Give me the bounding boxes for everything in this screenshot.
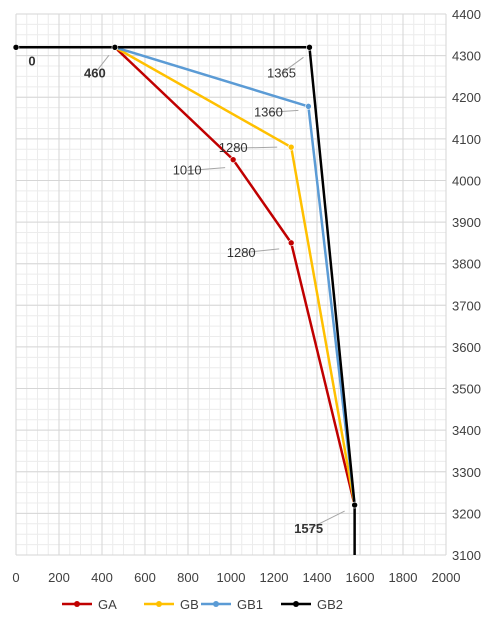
series-line-ga [114, 46, 356, 506]
series-point-ga [287, 239, 295, 247]
y-tick-label: 3300 [452, 465, 481, 480]
data-labels: 0 460 1365 1360 1280 1010 1280 1575 [28, 53, 345, 536]
series-point-gb1 [305, 103, 312, 110]
legend: GA GB GB1 GB2 [62, 597, 343, 612]
series-point-gb [287, 143, 295, 151]
y-tick-label: 4400 [452, 7, 481, 22]
x-tick-label: 0 [12, 570, 19, 585]
label-leader-line [241, 248, 280, 254]
series-point-gb2 [12, 43, 20, 51]
y-tick-label: 4200 [452, 90, 481, 105]
data-label: 0 [28, 53, 35, 68]
y-tick-label: 3500 [452, 382, 481, 397]
x-tick-labels: 0 200 400 600 800 1000 1200 1400 1600 1800 2000 [12, 570, 460, 585]
y-tick-label: 4000 [452, 173, 481, 188]
series-point-gb2 [111, 43, 119, 51]
series-gb [111, 43, 358, 509]
x-tick-label: 600 [134, 570, 156, 585]
legend-swatch-marker [213, 601, 219, 607]
label-leader-line [187, 167, 226, 172]
x-tick-label: 2000 [432, 570, 461, 585]
legend-label: GA [98, 597, 117, 612]
y-tick-label: 3600 [452, 340, 481, 355]
label-leader-line [281, 56, 304, 74]
data-label: 1575 [294, 521, 323, 536]
x-tick-label: 200 [48, 570, 70, 585]
y-tick-label: 3400 [452, 423, 481, 438]
legend-swatch-marker [293, 601, 299, 607]
y-tick-label: 3900 [452, 215, 481, 230]
y-tick-label: 3700 [452, 298, 481, 313]
legend-label: GB1 [237, 597, 263, 612]
major-grid [15, 13, 447, 556]
data-label: 1280 [227, 245, 256, 260]
series-line-gb [114, 46, 356, 506]
y-tick-label: 4300 [452, 49, 481, 64]
y-tick-label: 3800 [452, 257, 481, 272]
label-leader-line [233, 146, 278, 149]
label-leader-line [94, 54, 110, 74]
x-tick-label: 1000 [217, 570, 246, 585]
label-leader-line [268, 109, 299, 113]
legend-swatch-marker [74, 601, 80, 607]
y-tick-labels: 3100 3200 3300 3400 3500 3600 3700 3800 3900 4000… [452, 7, 481, 563]
data-label: 1360 [254, 104, 283, 119]
x-tick-label: 1200 [260, 570, 289, 585]
x-tick-label: 1600 [346, 570, 375, 585]
data-label: 1280 [219, 140, 248, 155]
legend-label: GB2 [317, 597, 343, 612]
y-tick-label: 4100 [452, 132, 481, 147]
x-tick-label: 800 [177, 570, 199, 585]
data-label: 460 [84, 65, 106, 80]
series-point-gb2 [351, 501, 358, 509]
y-tick-label: 3200 [452, 506, 481, 521]
legend-swatch-marker [156, 601, 162, 607]
x-tick-label: 1800 [389, 570, 418, 585]
x-tick-label: 1400 [303, 570, 332, 585]
x-tick-label: 400 [91, 570, 113, 585]
y-tick-label: 3100 [452, 548, 481, 563]
series-line-gb2 [16, 46, 356, 555]
legend-label: GB [180, 597, 199, 612]
series-point-gb2 [306, 43, 313, 51]
data-label: 1365 [267, 65, 296, 80]
data-label: 1010 [173, 163, 202, 178]
label-leader-line [308, 510, 345, 530]
series-point-ga [229, 156, 237, 163]
series-gb2 [12, 43, 358, 555]
